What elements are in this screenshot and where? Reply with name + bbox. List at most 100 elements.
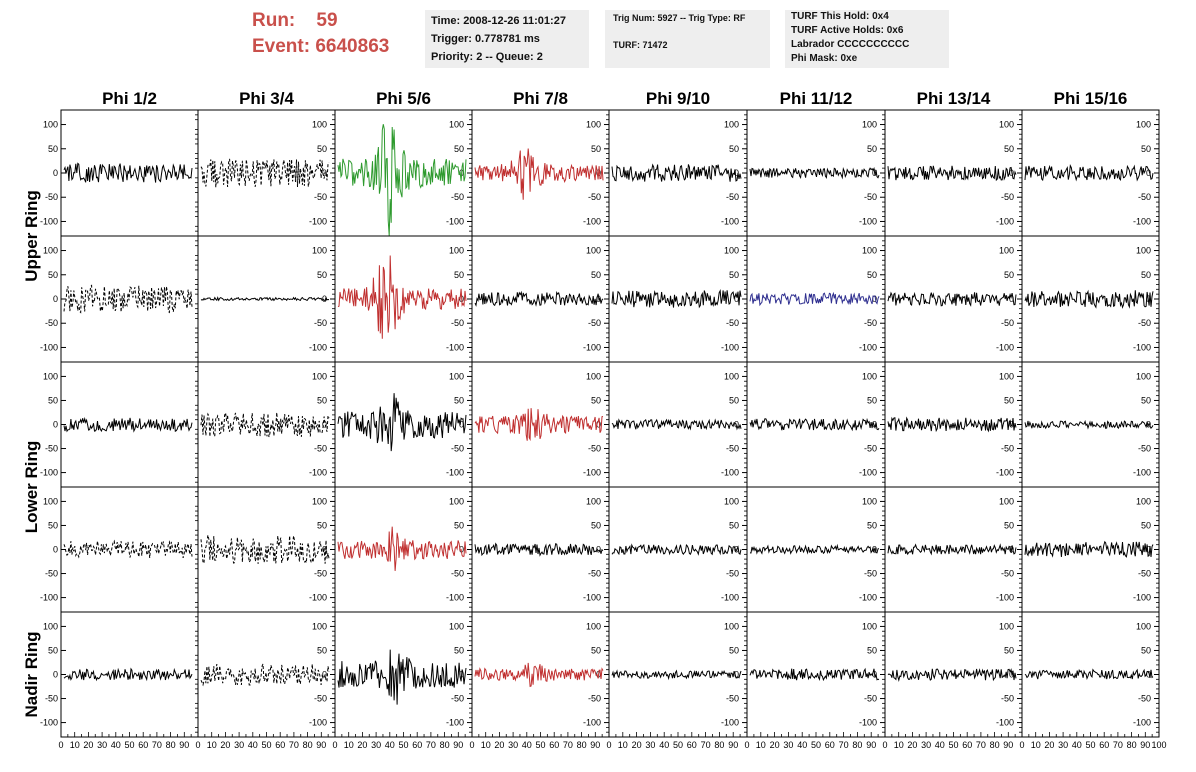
y-tick-label: -50: [1138, 694, 1151, 704]
y-tick-label: 50: [48, 144, 58, 154]
waveform-trace: [474, 290, 604, 307]
y-tick-label: -50: [726, 694, 739, 704]
x-tick-label: 60: [825, 740, 835, 750]
run-event-header: Run: 59 Event: 6640863: [252, 8, 389, 60]
y-tick-label: 50: [729, 270, 739, 280]
y-tick-label: -100: [583, 342, 601, 352]
y-tick-label: 100: [312, 496, 327, 506]
x-tick-label: 70: [1113, 740, 1123, 750]
waveform-trace: [1024, 289, 1154, 309]
y-tick-label: -100: [446, 468, 464, 478]
panel-r3-c2: 100 50 0 -50 -100: [197, 361, 336, 488]
y-tick-label: 50: [317, 520, 327, 530]
y-tick-label: -50: [864, 569, 877, 579]
x-tick-label: 30: [371, 740, 381, 750]
x-tick-label: 80: [1127, 740, 1137, 750]
y-tick-label: -100: [996, 718, 1014, 728]
y-tick-label: 100: [862, 621, 877, 631]
time-text: Time: 2008-12-26 11:01:27: [431, 15, 566, 27]
trigger-text: Trigger: 0.778781 ms: [431, 33, 540, 45]
y-tick-label: -100: [309, 593, 327, 603]
run-value: 59: [316, 10, 338, 31]
ring-label-1: Upper Ring: [22, 190, 41, 282]
x-tick-label: 40: [935, 740, 945, 750]
x-tick-label: 20: [1044, 740, 1054, 750]
waveform-trace: [749, 543, 880, 555]
y-tick-label: 100: [586, 496, 601, 506]
y-tick-label: -100: [721, 718, 739, 728]
y-tick-label: 0: [459, 420, 464, 430]
x-tick-label: 50: [535, 740, 545, 750]
phi-header-2: Phi 3/4: [239, 89, 294, 108]
y-tick-label: 100: [999, 246, 1014, 256]
y-tick-label: -100: [40, 718, 58, 728]
x-tick-label: 70: [701, 740, 711, 750]
y-tick-label: -100: [859, 216, 877, 226]
y-tick-label: -100: [40, 468, 58, 478]
y-tick-label: -50: [864, 192, 877, 202]
panel-r5-c5: 100 50 0 -50 -100: [608, 611, 748, 738]
turf-holds-box: TURF This Hold: 0x4 TURF Active Holds: 0…: [785, 10, 949, 68]
y-tick-label: 100: [449, 371, 464, 381]
waveform-trace: [611, 669, 742, 681]
x-tick-label: 80: [166, 740, 176, 750]
x-tick-label: 10: [1031, 740, 1041, 750]
y-tick-label: -100: [40, 342, 58, 352]
panel-r2-c6: 100 50 0 -50 -100: [746, 235, 886, 363]
x-tick-label: 70: [839, 740, 849, 750]
phi-mask-text: Phi Mask: 0xe: [791, 53, 858, 64]
y-tick-label: 100: [999, 621, 1014, 631]
phi-header-8: Phi 15/16: [1054, 89, 1128, 108]
y-tick-label: 50: [867, 270, 877, 280]
y-tick-label: -50: [1001, 444, 1014, 454]
waveform-trace: [887, 668, 1017, 683]
panel-r5-c8: 100 50 0 -50 -100: [1021, 611, 1160, 738]
y-tick-label: 100: [724, 496, 739, 506]
x-tick-label: 0: [332, 740, 337, 750]
waveform-trace: [63, 416, 193, 433]
y-tick-label: 100: [43, 120, 58, 130]
y-tick-label: 0: [1146, 545, 1151, 555]
y-tick-label: 50: [1141, 520, 1151, 530]
y-tick-label: -100: [859, 593, 877, 603]
y-tick-label: 100: [586, 621, 601, 631]
y-tick-label: -100: [1133, 593, 1151, 603]
y-tick-label: -50: [588, 318, 601, 328]
y-tick-label: -50: [314, 192, 327, 202]
x-tick-label: 0: [469, 740, 474, 750]
x-tick-label: 30: [508, 740, 518, 750]
x-tick-label: 30: [921, 740, 931, 750]
waveform-trace: [1024, 540, 1154, 558]
y-tick-label: 100: [1136, 246, 1151, 256]
waveform-trace: [63, 667, 193, 682]
x-tick-label: 80: [440, 740, 450, 750]
y-tick-label: 0: [53, 670, 58, 680]
y-tick-label: 50: [867, 395, 877, 405]
panel-r1-c1: 100 50 0 -50 -100: [40, 109, 199, 237]
y-tick-label: 100: [449, 120, 464, 130]
y-tick-label: -50: [864, 694, 877, 704]
waveform-trace: [200, 158, 330, 188]
y-tick-label: 0: [596, 420, 601, 430]
panel-frame: [60, 611, 199, 738]
y-tick-label: 100: [449, 246, 464, 256]
x-tick-label: 30: [645, 740, 655, 750]
y-tick-label: 100: [43, 621, 58, 631]
y-tick-label: -50: [45, 569, 58, 579]
y-tick-label: -50: [314, 569, 327, 579]
y-tick-label: 100: [724, 621, 739, 631]
y-tick-label: 50: [867, 645, 877, 655]
y-tick-label: 100: [999, 496, 1014, 506]
waveform-trace: [200, 412, 330, 438]
y-tick-label: -50: [726, 318, 739, 328]
x-tick-label: 60: [412, 740, 422, 750]
y-tick-label: 50: [591, 645, 601, 655]
y-tick-label: -50: [45, 444, 58, 454]
x-tick-label: 10: [207, 740, 217, 750]
x-tick-label: 40: [248, 740, 258, 750]
y-tick-label: 100: [862, 120, 877, 130]
